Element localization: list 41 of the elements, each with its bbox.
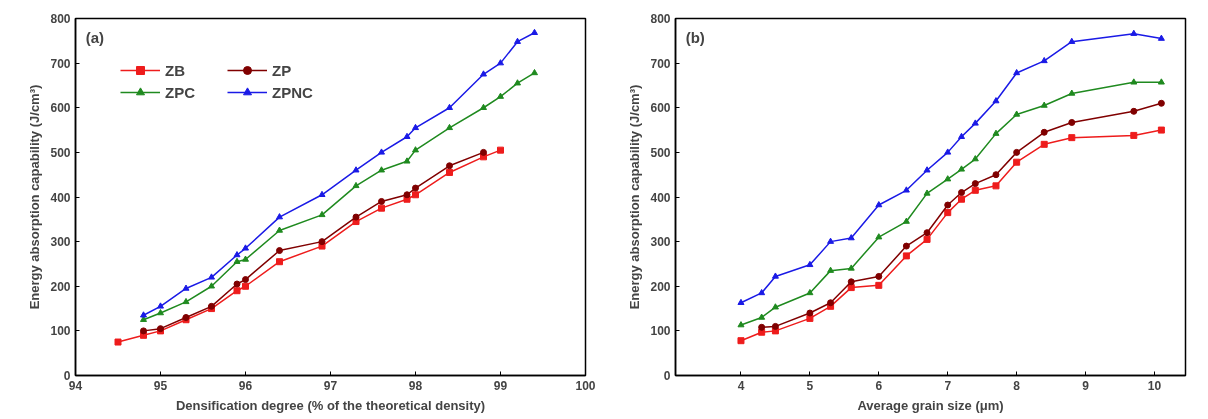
x-tick-label: 5 bbox=[806, 378, 814, 393]
x-tick-label: 100 bbox=[575, 378, 596, 393]
y-tick-label: 100 bbox=[50, 324, 71, 339]
x-tick-label: 8 bbox=[1013, 378, 1021, 393]
x-tick-label: 95 bbox=[153, 378, 168, 393]
y-tick-label: 700 bbox=[50, 56, 71, 71]
y-tick-label: 200 bbox=[650, 279, 671, 294]
y-tick-label: 0 bbox=[63, 369, 71, 383]
x-tick-label: 7 bbox=[944, 378, 952, 393]
y-tick-label: 400 bbox=[50, 190, 71, 205]
x-tick-label: 6 bbox=[875, 378, 883, 393]
y-tick-label: 800 bbox=[650, 12, 671, 26]
x-axis-title: Densification degree (% of the theoretical density) bbox=[175, 397, 486, 413]
y-tick-label: 600 bbox=[650, 101, 671, 116]
legend-label: ZPNC bbox=[272, 83, 314, 101]
y-tick-label: 100 bbox=[650, 324, 671, 339]
legend-label: ZPC bbox=[165, 83, 196, 101]
y-tick-label: 300 bbox=[650, 235, 671, 250]
y-tick-label: 800 bbox=[50, 12, 71, 26]
annotation: (a) bbox=[85, 29, 105, 47]
x-tick-label: 97 bbox=[323, 378, 338, 393]
y-tick-label: 400 bbox=[650, 190, 671, 205]
x-tick-label: 96 bbox=[238, 378, 253, 393]
y-tick-label: 500 bbox=[50, 145, 71, 160]
x-tick-label: 98 bbox=[408, 378, 423, 393]
x-tick-label: 10 bbox=[1147, 378, 1162, 393]
y-tick-label: 200 bbox=[50, 279, 71, 294]
legend-label: ZB bbox=[165, 61, 186, 79]
y-tick-label: 300 bbox=[50, 235, 71, 250]
y-tick-label: 700 bbox=[650, 56, 671, 71]
x-tick-label: 9 bbox=[1082, 378, 1090, 393]
annotation: (b) bbox=[685, 29, 705, 47]
y-tick-label: 600 bbox=[50, 101, 71, 116]
y-axis-title: Energy absorption capability (J/cm³) bbox=[27, 84, 43, 310]
y-tick-label: 0 bbox=[663, 369, 671, 383]
legend-label: ZP bbox=[272, 61, 293, 79]
x-axis-title: Average grain size (μm) bbox=[857, 397, 1004, 413]
x-tick-label: 4 bbox=[737, 378, 745, 393]
x-tick-label: 99 bbox=[493, 378, 508, 393]
y-tick-label: 500 bbox=[650, 145, 671, 160]
y-axis-title: Energy absorption capability (J/cm³) bbox=[627, 84, 643, 310]
